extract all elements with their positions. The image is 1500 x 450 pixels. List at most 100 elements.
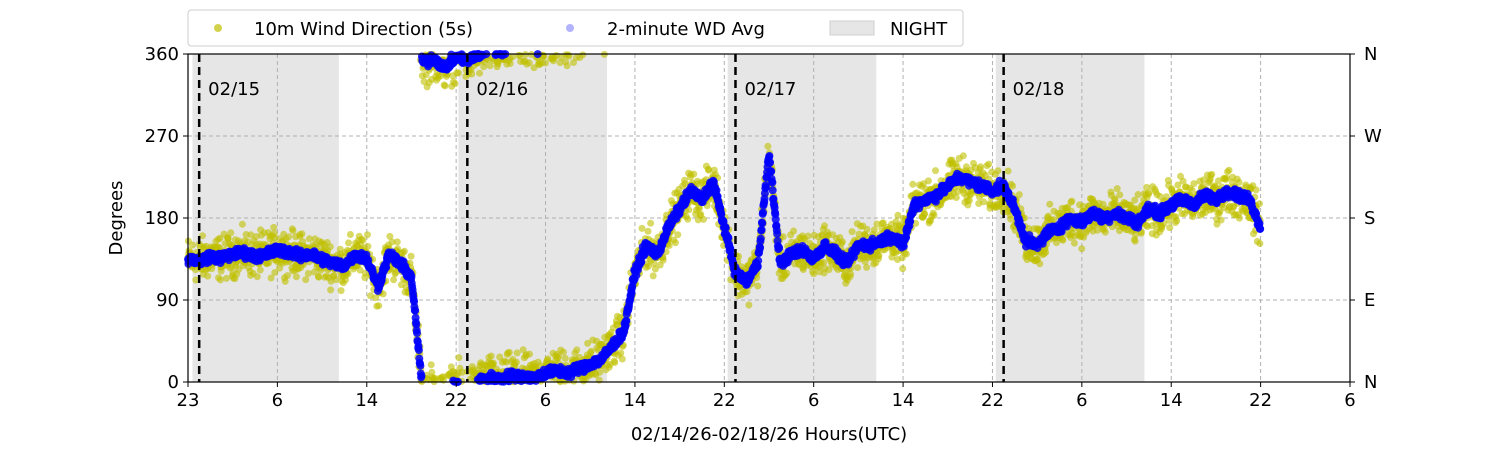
wd-5s-point <box>1223 174 1231 182</box>
wd-5s-point <box>326 243 334 251</box>
wd-avg-point <box>414 346 423 355</box>
wd-5s-point <box>959 152 967 160</box>
wd-5s-point <box>302 276 310 284</box>
wd-5s-point <box>1078 245 1086 253</box>
wd-5s-point <box>468 70 476 78</box>
wd-5s-point <box>525 59 533 67</box>
wd-avg-point <box>413 329 421 337</box>
wd-5s-point <box>508 53 516 61</box>
wd-5s-point <box>899 265 907 273</box>
wd-5s-point <box>617 349 625 357</box>
wd-5s-point <box>902 250 910 258</box>
wd-5s-point <box>579 51 587 59</box>
wd-5s-point <box>407 252 415 260</box>
wd-5s-point <box>690 170 698 178</box>
wd-5s-point <box>672 239 679 247</box>
wd-5s-point <box>364 231 371 239</box>
wd-5s-point <box>1252 186 1260 194</box>
wd-5s-point <box>1173 217 1181 225</box>
wd-avg-point <box>768 186 777 195</box>
wd-5s-point <box>487 352 495 360</box>
wd-5s-point <box>270 229 278 237</box>
wd-5s-point <box>222 274 230 282</box>
wd-5s-point <box>790 227 798 235</box>
wd-5s-point <box>337 287 345 295</box>
wd-5s-point <box>764 142 772 150</box>
wd-5s-point <box>476 69 484 77</box>
wd-5s-point <box>1059 236 1067 244</box>
wd-5s-point <box>649 272 657 280</box>
wd-5s-point <box>659 256 667 264</box>
wd-5s-point <box>189 241 196 249</box>
wd-5s-point <box>505 348 513 356</box>
wd-5s-point <box>526 350 533 358</box>
wd-5s-point <box>563 62 571 70</box>
wd-5s-point <box>924 177 932 185</box>
wd-5s-point <box>256 266 264 274</box>
wd-5s-point <box>1256 240 1264 247</box>
wd-avg-point <box>756 234 765 243</box>
wd-5s-point <box>1131 237 1139 245</box>
wd-5s-point <box>489 359 497 367</box>
wd-5s-point <box>400 247 408 255</box>
wd-5s-point <box>1070 239 1078 247</box>
wd-5s-point <box>1046 200 1054 208</box>
wd-5s-point <box>1217 216 1225 224</box>
wd-5s-point <box>270 223 278 231</box>
wd-5s-point <box>847 270 855 278</box>
wd-5s-point <box>285 233 293 241</box>
wd-5s-point <box>638 224 646 232</box>
wd-5s-point <box>281 277 289 285</box>
grid-lines <box>188 54 1350 382</box>
wd-5s-point <box>238 220 246 228</box>
wd-5s-point <box>455 354 463 362</box>
wd-5s-point <box>451 80 459 88</box>
wd-5s-point <box>584 339 592 347</box>
wd-avg-point <box>758 219 767 228</box>
wd-5s-point <box>700 215 707 223</box>
wd-5s-point <box>364 242 372 250</box>
wd-5s-point <box>745 301 753 309</box>
wd-5s-point <box>1101 228 1109 236</box>
wd-avg-point <box>754 256 763 265</box>
wd-5s-point <box>215 244 223 252</box>
wd-5s-point <box>496 353 504 361</box>
wd-avg-point <box>759 208 767 217</box>
wd-avg-point <box>773 229 782 238</box>
wd-5s-point <box>216 276 224 284</box>
wd-5s-point <box>1256 200 1263 208</box>
wd-5s-point <box>863 263 871 271</box>
wd-5s-point <box>393 238 401 246</box>
wd-5s-point <box>386 232 394 240</box>
wd-5s-point <box>1042 248 1050 256</box>
wd-5s-point <box>441 82 449 90</box>
wd-5s-point <box>618 355 626 363</box>
wd-5s-point <box>980 198 987 206</box>
wd-5s-point <box>247 231 255 239</box>
wd-avg-point <box>768 178 777 187</box>
wd-5s-point <box>952 194 960 201</box>
wd-avg-point <box>766 158 775 167</box>
wd-5s-point <box>1208 170 1216 178</box>
wd-avg-point <box>767 167 776 176</box>
wd-5s-point <box>346 231 354 238</box>
wd-5s-point <box>191 266 199 274</box>
wd-5s-point <box>1190 180 1198 188</box>
wd-5s-point <box>977 163 984 171</box>
wd-5s-point <box>356 266 364 274</box>
wd-5s-point <box>359 236 367 244</box>
wd-5s-point <box>854 264 862 272</box>
wd-5s-point <box>292 273 300 281</box>
wd-avg-point <box>417 372 426 380</box>
wd-5s-point <box>804 232 812 240</box>
wd-5s-point <box>875 252 883 260</box>
wd-5s-point <box>555 353 563 361</box>
wd-5s-point <box>559 348 567 356</box>
wd-5s-point <box>427 361 435 369</box>
wd-avg-point <box>775 244 784 252</box>
wd-5s-point <box>420 78 428 86</box>
wd-5s-point <box>596 368 604 376</box>
wd-5s-point <box>848 228 856 236</box>
wd-5s-point <box>1004 167 1012 175</box>
wd-5s-point <box>994 167 1002 175</box>
